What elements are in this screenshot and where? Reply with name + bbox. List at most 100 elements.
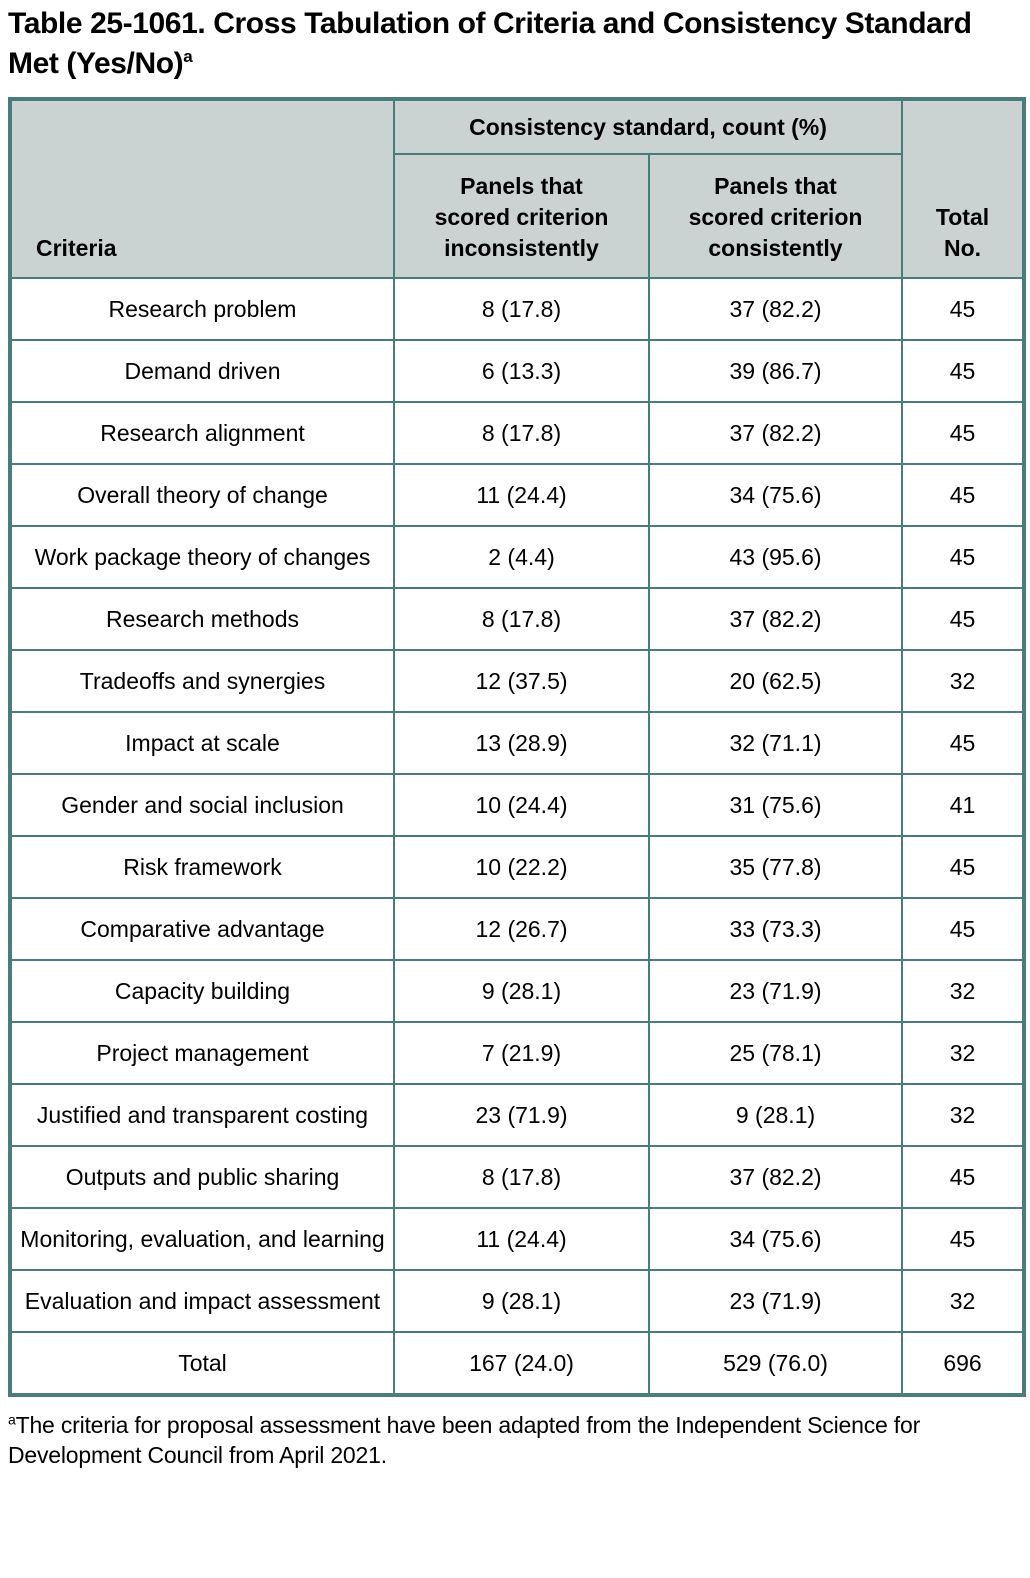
total-row-label: Total bbox=[9, 1331, 395, 1396]
total-cell: 45 bbox=[901, 711, 1026, 775]
table-row: Tradeoffs and synergies 12 (37.5) 20 (62… bbox=[9, 649, 1026, 713]
criteria-cell: Research problem bbox=[9, 277, 395, 341]
table-row: Justified and transparent costing 23 (71… bbox=[9, 1083, 1026, 1147]
consistent-cell: 37 (82.2) bbox=[647, 401, 904, 465]
criteria-cell: Monitoring, evaluation, and learning bbox=[9, 1207, 395, 1271]
consistent-cell: 20 (62.5) bbox=[647, 649, 904, 713]
consistent-cell: 39 (86.7) bbox=[647, 339, 904, 403]
criteria-cell: Justified and transparent costing bbox=[9, 1083, 395, 1147]
consistent-cell: 31 (75.6) bbox=[647, 773, 904, 837]
consistent-cell: 37 (82.2) bbox=[647, 1145, 904, 1209]
criteria-cell: Impact at scale bbox=[9, 711, 395, 775]
inconsistent-cell: 12 (26.7) bbox=[393, 897, 650, 961]
consistent-cell: 23 (71.9) bbox=[647, 959, 904, 1023]
total-cell: 45 bbox=[901, 1207, 1026, 1271]
table-row: Project management 7 (21.9) 25 (78.1) 32 bbox=[9, 1021, 1026, 1085]
total-row-consistent: 529 (76.0) bbox=[647, 1331, 904, 1396]
total-cell: 32 bbox=[901, 649, 1026, 713]
total-cell: 32 bbox=[901, 1083, 1026, 1147]
total-row-inconsistent: 167 (24.0) bbox=[393, 1331, 650, 1396]
inconsistent-cell: 9 (28.1) bbox=[393, 1269, 650, 1333]
table-title-footnote-marker: a bbox=[183, 47, 193, 66]
inconsistent-cell: 6 (13.3) bbox=[393, 339, 650, 403]
table-row: Research problem 8 (17.8) 37 (82.2) 45 bbox=[9, 277, 1026, 341]
total-cell: 45 bbox=[901, 463, 1026, 527]
header-row-group: Criteria Consistency standard, count (%)… bbox=[9, 98, 1026, 279]
table-row: Overall theory of change 11 (24.4) 34 (7… bbox=[9, 463, 1026, 527]
table-row: Risk framework 10 (22.2) 35 (77.8) 45 bbox=[9, 835, 1026, 899]
consistent-cell: 23 (71.9) bbox=[647, 1269, 904, 1333]
consistent-cell: 34 (75.6) bbox=[647, 1207, 904, 1271]
consistent-cell: 32 (71.1) bbox=[647, 711, 904, 775]
total-cell: 45 bbox=[901, 401, 1026, 465]
criteria-cell: Demand driven bbox=[9, 339, 395, 403]
total-cell: 45 bbox=[901, 1145, 1026, 1209]
table-row: Gender and social inclusion 10 (24.4) 31… bbox=[9, 773, 1026, 837]
table-footnote: aThe criteria for proposal assessment ha… bbox=[8, 1410, 1022, 1470]
total-cell: 45 bbox=[901, 587, 1026, 651]
consistent-cell: 9 (28.1) bbox=[647, 1083, 904, 1147]
total-cell: 41 bbox=[901, 773, 1026, 837]
footnote-text: The criteria for proposal assessment hav… bbox=[8, 1412, 921, 1468]
criteria-cell: Capacity building bbox=[9, 959, 395, 1023]
column-header-inconsistently: Panels that scored criterion inconsisten… bbox=[393, 153, 650, 279]
table-row: Demand driven 6 (13.3) 39 (86.7) 45 bbox=[9, 339, 1026, 403]
total-cell: 45 bbox=[901, 525, 1026, 589]
inconsistent-cell: 8 (17.8) bbox=[393, 401, 650, 465]
total-cell: 45 bbox=[901, 339, 1026, 403]
criteria-cell: Work package theory of changes bbox=[9, 525, 395, 589]
inconsistent-cell: 8 (17.8) bbox=[393, 587, 650, 651]
total-cell: 32 bbox=[901, 959, 1026, 1023]
column-header-consistently: Panels that scored criterion consistentl… bbox=[647, 153, 904, 279]
criteria-cell: Gender and social inclusion bbox=[9, 773, 395, 837]
table-row: Research methods 8 (17.8) 37 (82.2) 45 bbox=[9, 587, 1026, 651]
criteria-cell: Project management bbox=[9, 1021, 395, 1085]
consistent-cell: 33 (73.3) bbox=[647, 897, 904, 961]
inconsistent-cell: 2 (4.4) bbox=[393, 525, 650, 589]
consistent-cell: 37 (82.2) bbox=[647, 587, 904, 651]
total-cell: 45 bbox=[901, 897, 1026, 961]
criteria-cell: Overall theory of change bbox=[9, 463, 395, 527]
inconsistent-cell: 23 (71.9) bbox=[393, 1083, 650, 1147]
table-row: Evaluation and impact assessment 9 (28.1… bbox=[9, 1269, 1026, 1333]
criteria-cell: Tradeoffs and synergies bbox=[9, 649, 395, 713]
consistent-cell: 37 (82.2) bbox=[647, 277, 904, 341]
table-title: Table 25-1061. Cross Tabulation of Crite… bbox=[8, 4, 1022, 84]
criteria-cell: Evaluation and impact assessment bbox=[9, 1269, 395, 1333]
table-row: Capacity building 9 (28.1) 23 (71.9) 32 bbox=[9, 959, 1026, 1023]
table-row: Outputs and public sharing 8 (17.8) 37 (… bbox=[9, 1145, 1026, 1209]
inconsistent-cell: 10 (24.4) bbox=[393, 773, 650, 837]
consistent-cell: 35 (77.8) bbox=[647, 835, 904, 899]
criteria-cell: Outputs and public sharing bbox=[9, 1145, 395, 1209]
table-row: Impact at scale 13 (28.9) 32 (71.1) 45 bbox=[9, 711, 1026, 775]
table-row: Work package theory of changes 2 (4.4) 4… bbox=[9, 525, 1026, 589]
column-header-criteria: Criteria bbox=[9, 98, 395, 279]
table-header: Criteria Consistency standard, count (%)… bbox=[9, 98, 1026, 279]
consistent-cell: 34 (75.6) bbox=[647, 463, 904, 527]
cross-tabulation-table: Criteria Consistency standard, count (%)… bbox=[8, 97, 1027, 1397]
criteria-cell: Comparative advantage bbox=[9, 897, 395, 961]
table-row: Monitoring, evaluation, and learning 11 … bbox=[9, 1207, 1026, 1271]
inconsistent-cell: 12 (37.5) bbox=[393, 649, 650, 713]
total-cell: 45 bbox=[901, 835, 1026, 899]
total-cell: 32 bbox=[901, 1269, 1026, 1333]
inconsistent-cell: 13 (28.9) bbox=[393, 711, 650, 775]
criteria-cell: Research methods bbox=[9, 587, 395, 651]
column-group-header-consistency-standard: Consistency standard, count (%) bbox=[392, 98, 904, 155]
inconsistent-cell: 11 (24.4) bbox=[393, 1207, 650, 1271]
criteria-cell: Risk framework bbox=[9, 835, 395, 899]
inconsistent-cell: 7 (21.9) bbox=[393, 1021, 650, 1085]
consistent-cell: 43 (95.6) bbox=[647, 525, 904, 589]
column-header-total-no: Total No. bbox=[901, 98, 1026, 279]
inconsistent-cell: 11 (24.4) bbox=[393, 463, 650, 527]
consistent-cell: 25 (78.1) bbox=[647, 1021, 904, 1085]
inconsistent-cell: 8 (17.8) bbox=[393, 277, 650, 341]
inconsistent-cell: 9 (28.1) bbox=[393, 959, 650, 1023]
header-row-sub: Panels that scored criterion inconsisten… bbox=[10, 153, 1024, 279]
table-title-text: Table 25-1061. Cross Tabulation of Crite… bbox=[8, 7, 972, 80]
table-row: Research alignment 8 (17.8) 37 (82.2) 45 bbox=[9, 401, 1026, 465]
table-body: Research problem 8 (17.8) 37 (82.2) 45 D… bbox=[9, 277, 1026, 1396]
total-cell: 45 bbox=[901, 277, 1026, 341]
table-total-row: Total 167 (24.0) 529 (76.0) 696 bbox=[9, 1331, 1026, 1396]
